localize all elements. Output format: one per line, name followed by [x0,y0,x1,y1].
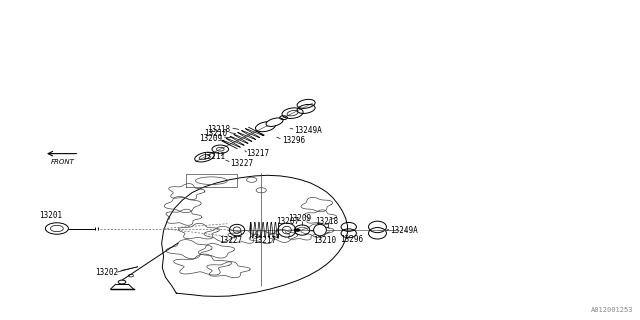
Text: 13202: 13202 [95,268,118,277]
Text: 13201: 13201 [39,211,62,220]
Text: 13227: 13227 [219,236,242,245]
Text: 13249A: 13249A [390,226,418,235]
Text: 13210: 13210 [204,129,227,138]
Text: 13210: 13210 [314,236,337,245]
Text: 13211: 13211 [202,152,225,161]
Text: 13296: 13296 [282,136,305,145]
Text: 13296: 13296 [340,235,364,244]
Ellipse shape [266,118,283,126]
Text: 13209: 13209 [198,134,222,143]
Text: 13218: 13218 [207,125,230,134]
Ellipse shape [314,224,326,236]
Text: A012001253: A012001253 [591,307,633,313]
Text: 13227: 13227 [230,159,253,168]
Ellipse shape [295,229,300,231]
Text: 13207: 13207 [276,217,300,226]
Text: 13218: 13218 [316,217,339,226]
Text: 13209: 13209 [288,214,311,223]
Text: 13217: 13217 [246,149,269,158]
Text: 13249A: 13249A [294,126,322,135]
Text: FRONT: FRONT [51,159,74,164]
Text: 13217: 13217 [253,236,276,245]
